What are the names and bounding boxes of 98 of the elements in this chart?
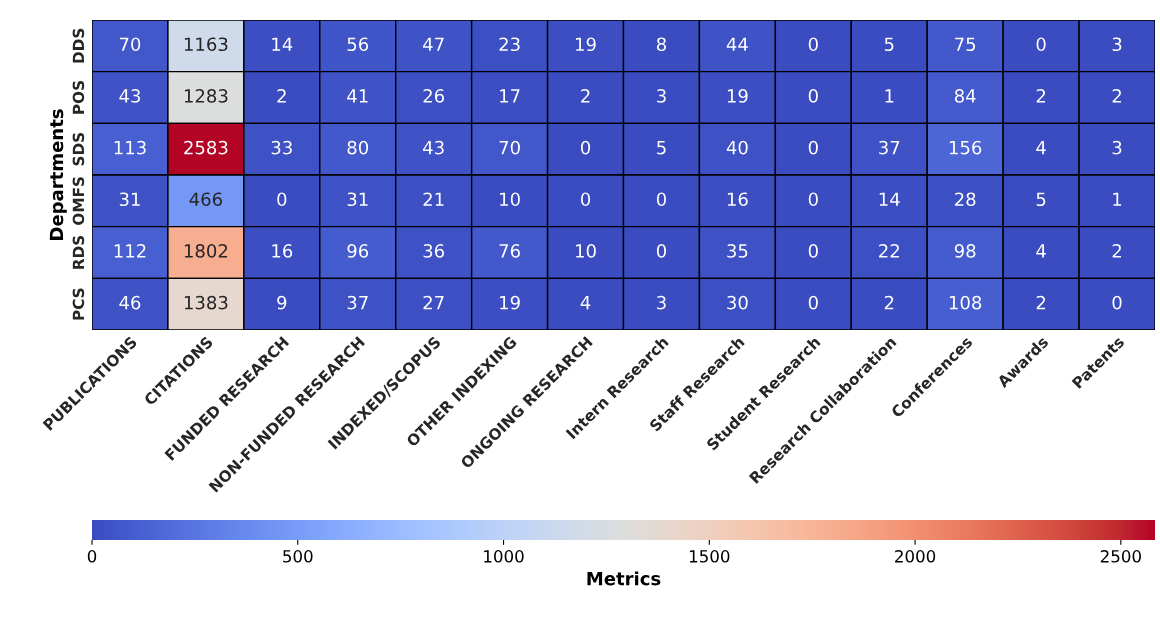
data-label: 1 [1113, 192, 1122, 206]
data-label: 0 [808, 140, 818, 155]
data-label: 31 [347, 192, 368, 207]
data-label: 2583 [184, 140, 228, 155]
data-label: 5 [657, 140, 666, 155]
data-label: 1283 [184, 89, 228, 103]
data-label: 16 [727, 192, 748, 207]
data-label: 19 [576, 37, 596, 52]
y-tick-label: OMFS [72, 177, 85, 225]
data-label: 0 [808, 192, 818, 207]
data-label: 41 [347, 89, 368, 103]
data-label: 112 [114, 244, 146, 258]
data-label: 0 [808, 295, 818, 310]
data-label: 108 [949, 295, 982, 310]
data-label: 23 [499, 37, 520, 52]
data-label: 98 [954, 244, 976, 258]
data-label: 1383 [184, 295, 228, 310]
data-label: 3 [1112, 37, 1122, 52]
data-label: 14 [272, 37, 293, 51]
data-label: 113 [114, 140, 146, 155]
color-bar-title: Metrics [587, 571, 661, 586]
data-label: 47 [423, 37, 444, 51]
data-label: 21 [423, 192, 444, 206]
y-tick-label: DDS [72, 28, 85, 63]
data-label: 56 [347, 37, 369, 52]
data-label: 10 [500, 192, 520, 207]
data-label: 3 [657, 89, 666, 103]
data-label: 2 [1036, 89, 1046, 103]
data-label: 2 [581, 89, 590, 103]
data-label: 4 [1036, 244, 1046, 258]
color-bar-label: 1500 [689, 550, 730, 563]
data-label: 33 [271, 140, 292, 155]
data-label: 70 [119, 37, 141, 52]
data-label: 43 [119, 89, 140, 103]
data-label: 0 [808, 37, 818, 52]
data-label: 14 [879, 192, 900, 206]
data-label: 1 [885, 89, 894, 103]
data-label: 35 [727, 244, 748, 258]
data-label: 46 [119, 295, 141, 310]
data-label: 96 [347, 244, 369, 258]
color-bar-label: 1000 [484, 550, 524, 563]
color-bar-label: 0 [87, 550, 97, 563]
data-label: 22 [879, 244, 899, 258]
color-bar-label: 2000 [895, 550, 936, 563]
data-label: 0 [580, 140, 591, 155]
data-label: 9 [277, 295, 287, 310]
data-label: 36 [423, 244, 445, 258]
data-label: 17 [500, 89, 520, 103]
data-label: 10 [576, 244, 596, 258]
data-label: 80 [347, 140, 369, 155]
data-label: 40 [726, 140, 748, 155]
data-label: 0 [277, 192, 287, 207]
data-label: 75 [955, 37, 976, 52]
data-label: 28 [955, 192, 976, 207]
data-label: 3 [657, 295, 666, 310]
data-label: 5 [884, 37, 894, 52]
data-label: 0 [580, 192, 591, 207]
data-label: 37 [879, 140, 900, 155]
data-label: 19 [500, 295, 520, 310]
color-bar-label: 2500 [1100, 550, 1141, 563]
data-label: 43 [423, 140, 444, 155]
data-label: 26 [423, 89, 445, 103]
color-bar-label: 500 [283, 550, 313, 563]
data-label: 37 [347, 295, 368, 310]
data-label: 1802 [184, 244, 228, 258]
data-label: 2 [1036, 295, 1046, 310]
data-label: 5 [1036, 192, 1046, 207]
y-tick-label: SDS [72, 132, 85, 166]
data-label: 4 [580, 295, 591, 310]
data-label: 3 [1112, 140, 1122, 155]
data-label: 27 [423, 295, 444, 310]
data-label: 44 [726, 37, 748, 51]
data-label: 19 [727, 89, 748, 103]
y-axis-title: Departments [49, 109, 67, 240]
data-label: 4 [1036, 140, 1046, 155]
data-label: 2 [1112, 244, 1121, 258]
data-label: 0 [1112, 295, 1122, 310]
data-label: 0 [656, 244, 667, 258]
data-label: 2 [1112, 89, 1121, 103]
data-label: 2 [884, 295, 894, 310]
data-label: 2 [277, 89, 286, 103]
data-label: 156 [949, 140, 982, 155]
data-label: 1163 [184, 37, 228, 52]
data-label: 30 [727, 295, 748, 310]
y-tick-label: PCS [72, 288, 85, 320]
data-label: 70 [499, 140, 520, 155]
data-label: 76 [499, 244, 520, 258]
data-label: 0 [656, 192, 667, 207]
data-label: 0 [808, 244, 818, 258]
data-label: 466 [189, 192, 222, 207]
y-tick-label: RDS [72, 235, 85, 269]
y-tick-label: POS [72, 81, 85, 114]
data-label: 0 [1036, 37, 1046, 52]
data-label: 0 [808, 89, 818, 103]
data-label: 8 [656, 37, 666, 52]
data-label: 16 [272, 244, 293, 258]
data-label: 84 [954, 89, 976, 103]
data-label: 31 [119, 192, 140, 207]
